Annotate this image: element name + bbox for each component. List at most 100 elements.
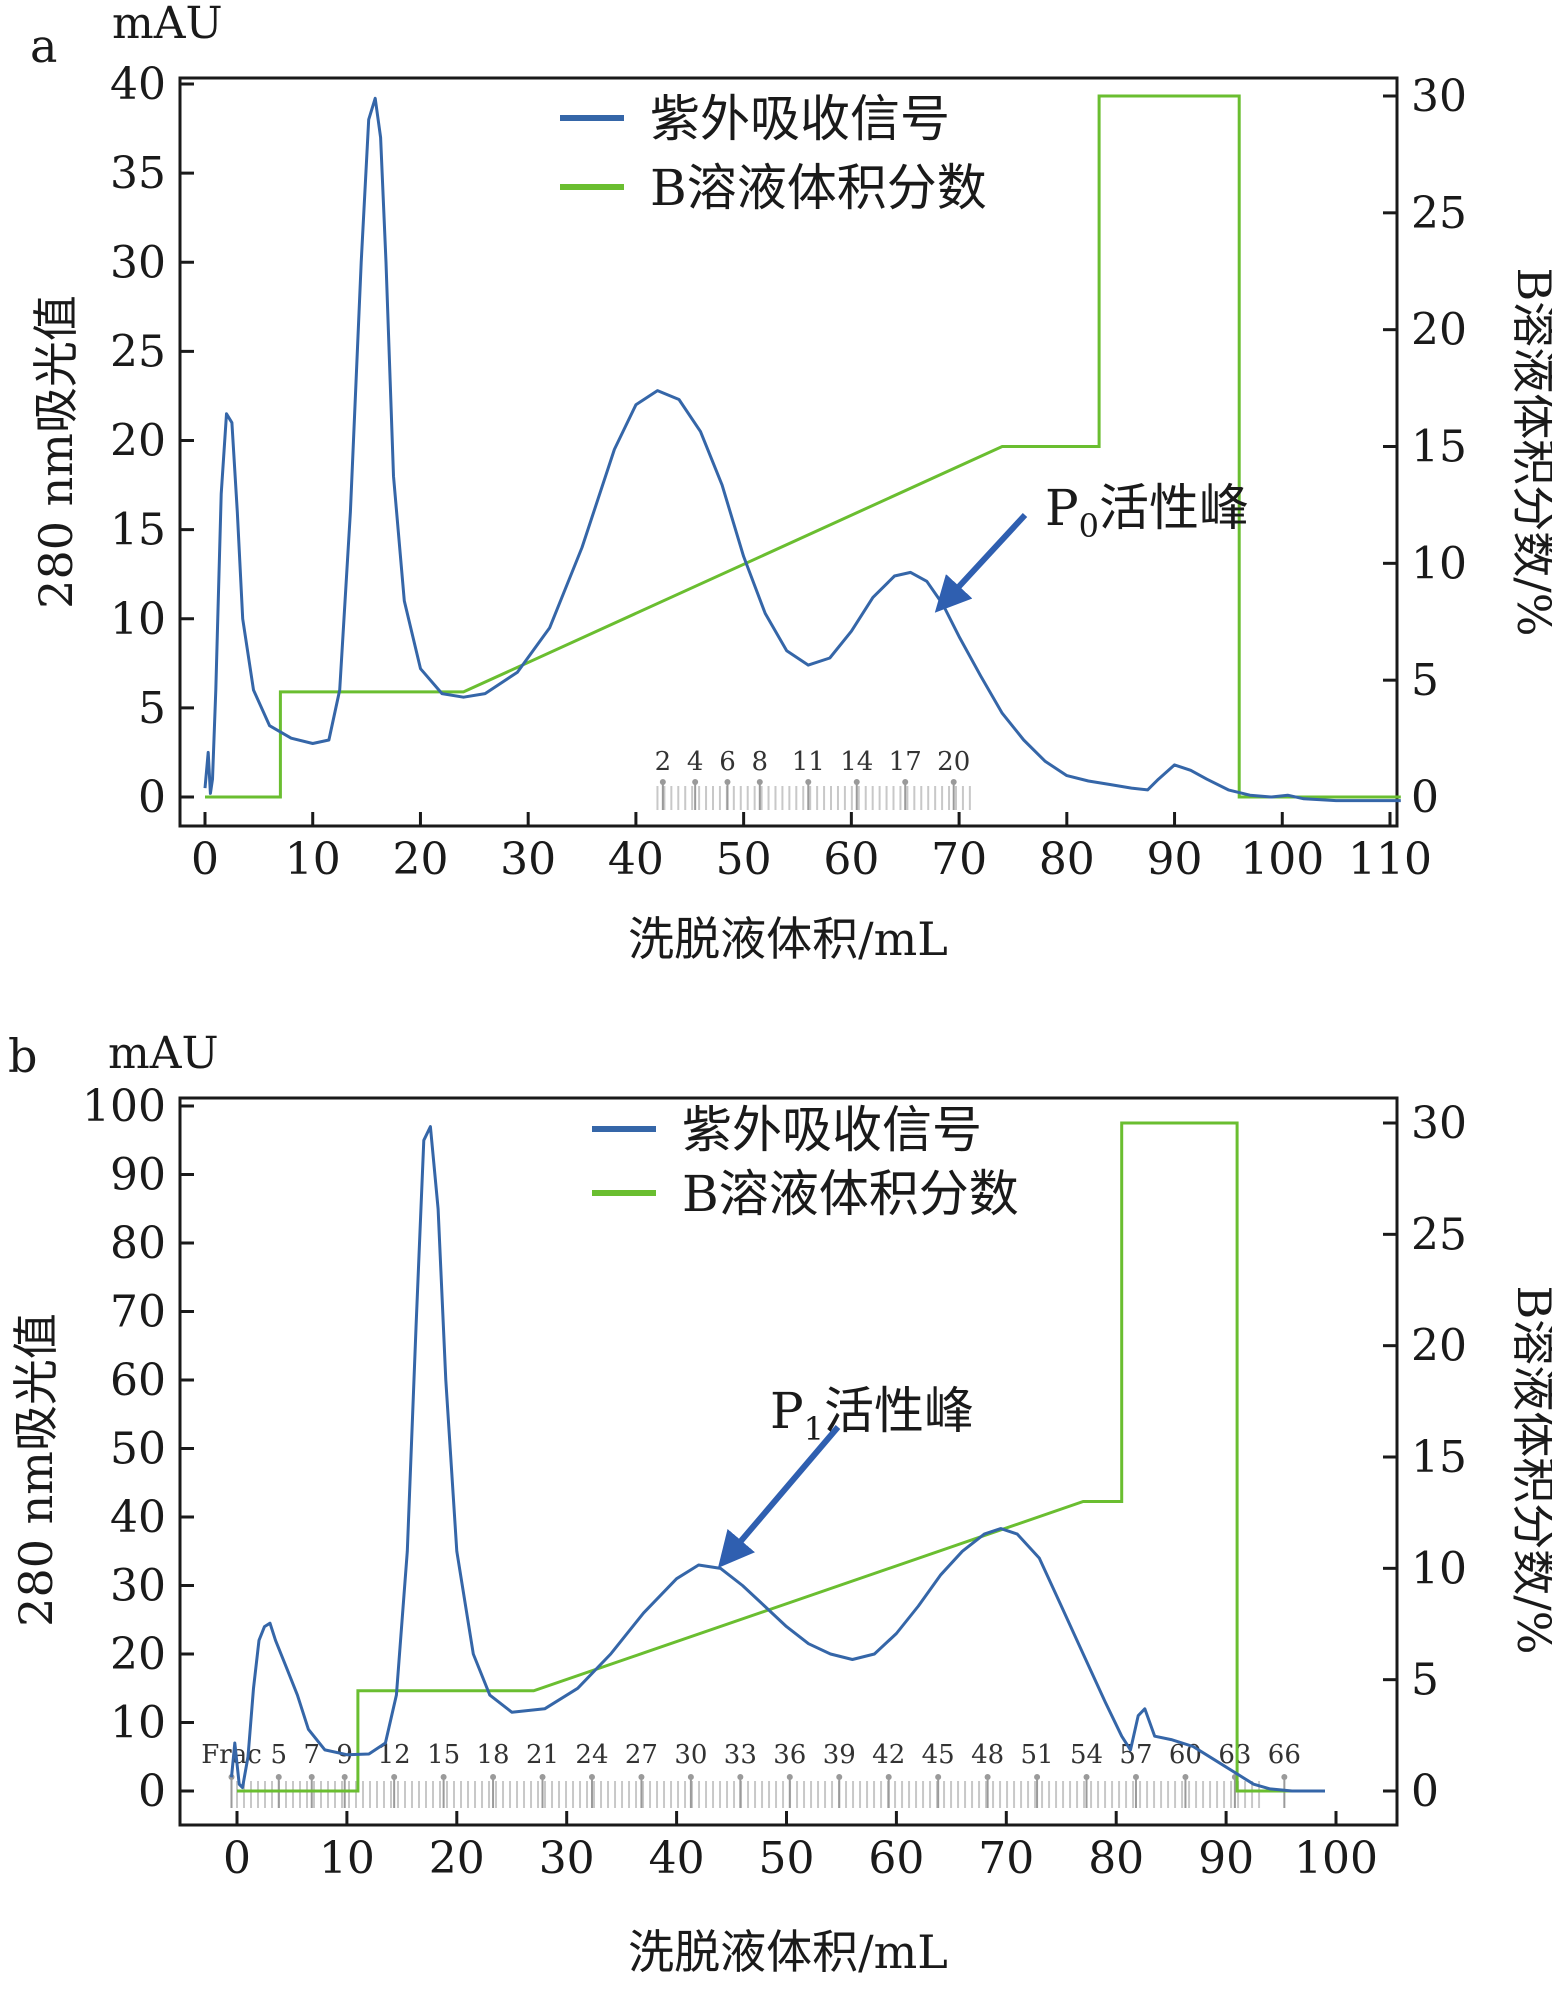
fraction-label: 8 [752, 747, 769, 777]
annotation-arrow [717, 1425, 841, 1569]
fraction-dot [539, 1774, 546, 1780]
y2-tick-label: 30 [1411, 71, 1467, 122]
fraction-dot [724, 779, 731, 785]
x-tick-label: 0 [191, 834, 219, 885]
x-axis-title: 洗脱液体积/mL [628, 912, 948, 966]
legend-uv-label: 紫外吸收信号 [682, 1101, 982, 1159]
fraction-dot [756, 779, 763, 785]
x-tick-label: 10 [319, 1833, 375, 1884]
x-tick-label: 50 [759, 1833, 815, 1884]
fraction-label: 6 [719, 747, 736, 777]
fraction-dot [885, 1774, 892, 1780]
fraction-dot [391, 1774, 398, 1780]
fraction-label: 7 [303, 1740, 320, 1770]
fraction-dot [588, 1774, 595, 1780]
y2-tick-label: 20 [1411, 305, 1467, 356]
y-tick-label: 20 [110, 1629, 166, 1680]
legend: 紫外吸收信号 B溶液体积分数 [560, 90, 987, 217]
y2-tick-label: 5 [1411, 655, 1439, 706]
fraction-dot [836, 1774, 843, 1780]
fraction-label: 66 [1268, 1740, 1301, 1770]
x-tick-label: 10 [285, 834, 341, 885]
fraction-label: 51 [1021, 1740, 1054, 1770]
x-tick-label: 70 [931, 834, 987, 885]
y-tick-label: 50 [110, 1424, 166, 1475]
y2-axis-title: B溶液体积分数/% [1507, 267, 1552, 636]
x-axis-title: 洗脱液体积/mL [628, 1925, 948, 1979]
x-tick-label: 60 [823, 834, 879, 885]
y-tick-label: 20 [110, 416, 166, 467]
fraction-dot [805, 779, 812, 785]
fraction-dot [1182, 1774, 1189, 1780]
annotation-label: P1活性峰 [770, 1382, 974, 1448]
y-tick-label: 60 [110, 1355, 166, 1406]
fraction-dot [490, 1774, 497, 1780]
y-tick-label: 0 [138, 1766, 166, 1817]
fraction-dot [638, 1774, 645, 1780]
y2-tick-label: 10 [1411, 538, 1467, 589]
peak-annotation: P0活性峰 [934, 479, 1249, 613]
series-uv-line [203, 96, 1401, 803]
y-tick-label: 40 [110, 59, 166, 110]
x-tick-label: 40 [649, 1833, 705, 1884]
fraction-label: 15 [427, 1740, 460, 1770]
annotation-arrow [934, 512, 1028, 613]
fraction-label: 27 [625, 1740, 658, 1770]
y-unit-label: mAU [112, 0, 223, 49]
x-tick-label: 40 [608, 834, 664, 885]
fraction-label: 21 [526, 1740, 559, 1770]
y-unit-label: mAU [108, 1028, 219, 1079]
fraction-label: 48 [971, 1740, 1004, 1770]
fraction-dot [275, 1774, 282, 1780]
fraction-label: 4 [687, 747, 704, 777]
fraction-label: 33 [724, 1740, 757, 1770]
fraction-dot [935, 1774, 942, 1780]
fraction-dot [687, 1774, 694, 1780]
x-tick-label: 100 [1240, 834, 1324, 885]
fraction-label: 2 [655, 747, 672, 777]
y2-tick-label: 10 [1411, 1543, 1467, 1594]
fraction-dot [1034, 1774, 1041, 1780]
annotation-rest: 活性峰 [824, 1382, 974, 1440]
y2-axis-title: B溶液体积分数/% [1507, 1285, 1552, 1654]
panel-label: a [30, 19, 57, 73]
y-tick-label: 5 [138, 683, 166, 734]
legend-b-label: B溶液体积分数 [682, 1165, 1019, 1223]
annotation-label: P0活性峰 [1045, 479, 1249, 545]
x-axis-ticks: 0 10 20 30 40 50 60 70 80 90 100 110 [191, 812, 1432, 885]
fraction-label: 11 [792, 747, 825, 777]
fraction-label: 54 [1070, 1740, 1103, 1770]
y-tick-label: 35 [110, 148, 166, 199]
y-axis-title: 280 nm吸光值 [29, 295, 83, 609]
y2-tick-label: 15 [1411, 422, 1467, 473]
y-tick-label: 30 [110, 1561, 166, 1612]
x-tick-label: 90 [1198, 1833, 1254, 1884]
fraction-label: 45 [922, 1740, 955, 1770]
fraction-label: 17 [889, 747, 922, 777]
annotation-p: P [1045, 479, 1079, 537]
y2-tick-label: 0 [1411, 772, 1439, 823]
y2-tick-label: 5 [1411, 1655, 1439, 1706]
fraction-label: 14 [840, 747, 873, 777]
y-tick-label: 70 [110, 1287, 166, 1338]
legend: 紫外吸收信号 B溶液体积分数 [592, 1101, 1019, 1223]
x-tick-label: 30 [500, 834, 556, 885]
x-tick-label: 50 [716, 834, 772, 885]
y2-tick-label: 15 [1411, 1432, 1467, 1483]
fraction-dot [853, 779, 860, 785]
fraction-label: 57 [1119, 1740, 1152, 1770]
y-tick-label: 100 [82, 1081, 166, 1132]
axes: 0 10 20 30 40 50 60 70 80 90 100 01020304050607080… [82, 1081, 1467, 1884]
y-axis-ticks: 0 5 10 15 20 25 30 35 40 [110, 59, 194, 823]
fraction-dot [786, 1774, 793, 1780]
fraction-markers: 2 4 6 8 11 14 17 20 [655, 747, 971, 810]
annotation-p: P [770, 1382, 804, 1440]
fraction-dot [692, 779, 699, 785]
y-tick-label: 90 [110, 1150, 166, 1201]
fraction-label: 42 [872, 1740, 905, 1770]
y2-axis-ticks: 0 5 10 15 20 25 30 [1383, 1098, 1467, 1817]
axes: 0 10 20 30 40 50 60 70 80 90 100 110 05101520253035… [110, 59, 1467, 885]
x-tick-label: 100 [1294, 1833, 1378, 1884]
